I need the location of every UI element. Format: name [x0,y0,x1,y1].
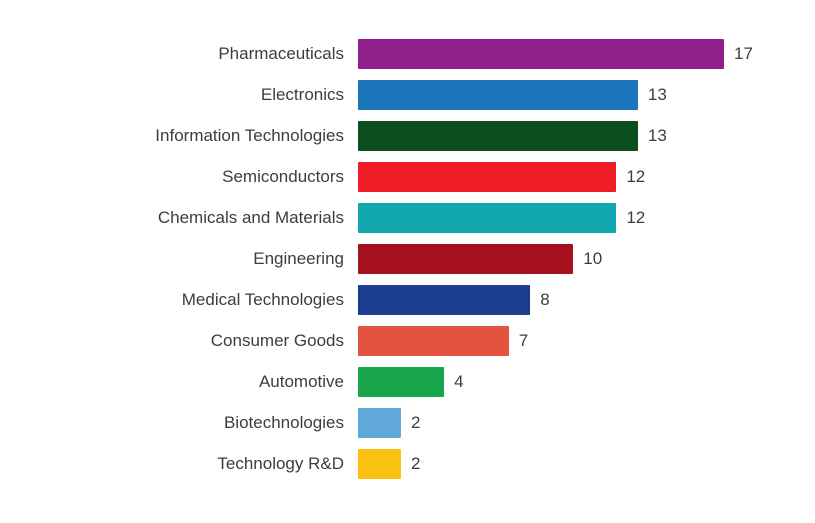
chart-row: Medical Technologies 8 [6,279,815,320]
bar-track: 2 [358,402,815,443]
category-label: Technology R&D [217,453,344,473]
bar [358,161,617,192]
bar [358,38,724,69]
bar-track: 13 [358,74,815,115]
chart-row: Automotive 4 [6,361,815,402]
chart-row: Technology R&D 2 [6,443,815,484]
chart-row: Information Technologies 13 [6,115,815,156]
value-label: 4 [454,371,464,391]
value-label: 2 [411,453,421,473]
chart-row: Consumer Goods 7 [6,320,815,361]
bar-track: 12 [358,197,815,238]
value-label: 8 [540,289,550,309]
bar-track: 13 [358,115,815,156]
bar [358,448,402,479]
category-label: Consumer Goods [210,330,344,350]
bar-chart-rows: Pharmaceuticals 17 Electronics 13 Informatio… [6,33,815,484]
bar [358,284,531,315]
bar [358,366,445,397]
value-label: 7 [518,330,529,350]
chart-row: Pharmaceuticals 17 [6,33,815,74]
category-label: Automotive [258,371,344,391]
value-label: 12 [626,207,646,227]
value-label: 13 [647,125,667,145]
category-label: Information Technologies [155,125,344,145]
bar-track: 7 [358,320,815,361]
value-label: 12 [626,166,646,186]
chart-row: Electronics 13 [6,74,815,115]
value-label: 17 [734,43,753,63]
category-label: Semiconductors [222,166,344,186]
bar [358,243,574,274]
value-label: 10 [583,248,603,268]
bar-track: 2 [358,443,815,484]
category-label: Medical Technologies [181,289,344,309]
bar [358,79,638,110]
bar [358,325,509,356]
chart-row: Engineering 10 [6,238,815,279]
category-label: Chemicals and Materials [157,207,344,227]
bar [358,407,402,438]
bar [358,120,638,151]
chart-row: Semiconductors 12 [6,156,815,197]
bar-track: 8 [358,279,815,320]
bar-track: 17 [358,33,815,74]
chart-row: Biotechnologies 2 [6,402,815,443]
value-label: 13 [647,84,667,104]
category-label: Electronics [260,84,344,104]
bar-track: 4 [358,361,815,402]
bar-track: 10 [358,238,815,279]
category-label: Pharmaceuticals [218,43,344,63]
category-label: Biotechnologies [223,412,344,432]
category-label: Engineering [253,248,344,268]
value-label: 2 [411,412,421,432]
chart-row: Chemicals and Materials 12 [6,197,815,238]
bar [358,202,617,233]
bar-track: 12 [358,156,815,197]
